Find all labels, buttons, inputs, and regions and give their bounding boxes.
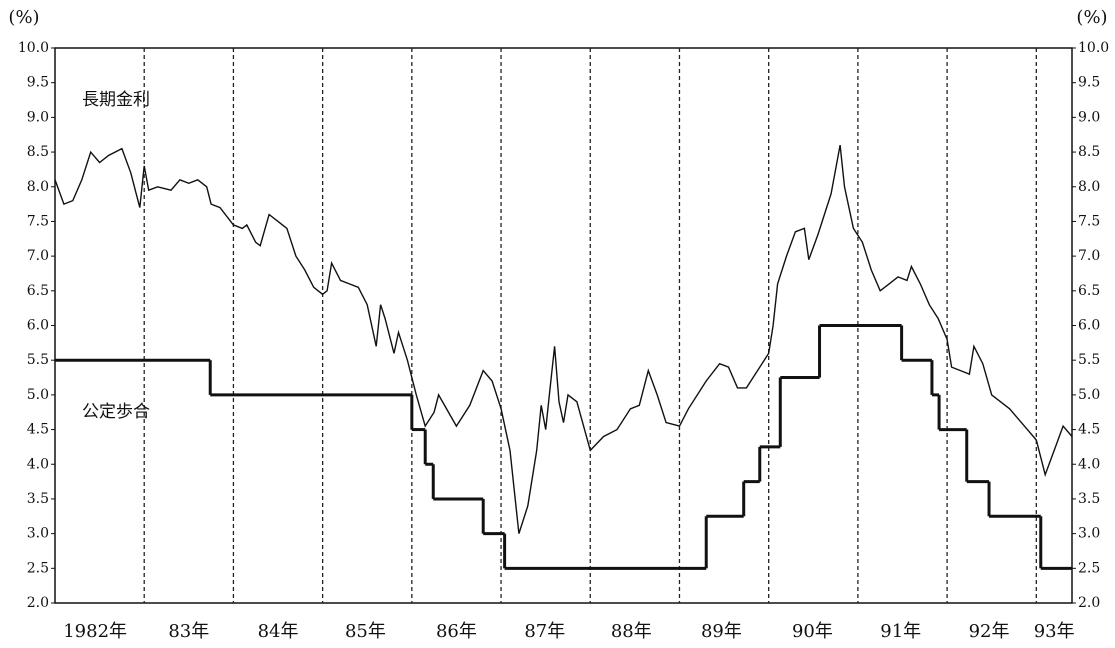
- y2-tick-label: 6.5: [1078, 283, 1100, 299]
- x-tick-label: 83年: [168, 621, 209, 642]
- y-tick-label: 9.5: [27, 75, 49, 91]
- y-tick-label: 10.0: [18, 40, 49, 56]
- x-tick-label: 86年: [436, 621, 477, 642]
- y-tick-label: 6.0: [27, 318, 49, 334]
- x-tick-label: 1982年: [63, 621, 127, 642]
- y2-tick-label: 10.0: [1078, 40, 1109, 56]
- y2-tick-label: 2.0: [1078, 595, 1100, 611]
- series-label: 長期金利: [82, 90, 150, 110]
- x-tick-label: 93年: [1034, 621, 1075, 642]
- y2-tick-label: 5.5: [1078, 352, 1100, 368]
- y-tick-label: 6.5: [27, 283, 49, 299]
- x-tick-label: 87年: [524, 621, 565, 642]
- y2-tick-label: 9.0: [1078, 109, 1100, 125]
- x-tick-label: 85年: [345, 621, 386, 642]
- y-tick-label: 5.0: [27, 387, 49, 403]
- y2-tick-label: 5.0: [1078, 387, 1100, 403]
- y2-tick-label: 3.0: [1078, 526, 1100, 542]
- y2-tick-label: 3.5: [1078, 491, 1100, 507]
- y2-tick-label: 7.0: [1078, 248, 1100, 264]
- y-axis-label: (%): [8, 7, 39, 28]
- y-tick-label: 2.5: [27, 560, 49, 576]
- x-tick-label: 91年: [880, 621, 921, 642]
- x-tick-label: 84年: [258, 621, 299, 642]
- y2-axis-label: (%): [1076, 7, 1107, 28]
- y-tick-label: 5.5: [27, 352, 49, 368]
- y-tick-label: 3.0: [27, 526, 49, 542]
- y-tick-label: 4.5: [27, 422, 49, 438]
- y2-tick-label: 8.5: [1078, 144, 1100, 160]
- x-tick-label: 89年: [701, 621, 742, 642]
- y-tick-label: 7.0: [27, 248, 49, 264]
- y-tick-label: 7.5: [27, 213, 49, 229]
- y-tick-label: 2.0: [27, 595, 49, 611]
- y2-tick-label: 6.0: [1078, 318, 1100, 334]
- x-tick-label: 90年: [792, 621, 833, 642]
- y2-tick-label: 2.5: [1078, 560, 1100, 576]
- rate-line: [54, 144, 1073, 534]
- x-tick-label: 88年: [611, 621, 652, 642]
- y-tick-label: 9.0: [27, 109, 49, 125]
- y2-tick-label: 4.0: [1078, 456, 1100, 472]
- y2-tick-label: 7.5: [1078, 213, 1100, 229]
- y-tick-label: 8.5: [27, 144, 49, 160]
- y2-tick-label: 8.0: [1078, 179, 1100, 195]
- plot-frame: [54, 47, 1073, 604]
- x-tick-label: 92年: [969, 621, 1010, 642]
- series-label: 公定歩合: [82, 402, 150, 422]
- y2-tick-label: 9.5: [1078, 75, 1100, 91]
- y2-tick-label: 4.5: [1078, 422, 1100, 438]
- y-tick-label: 4.0: [27, 456, 49, 472]
- y-tick-label: 3.5: [27, 491, 49, 507]
- y-tick-label: 8.0: [27, 179, 49, 195]
